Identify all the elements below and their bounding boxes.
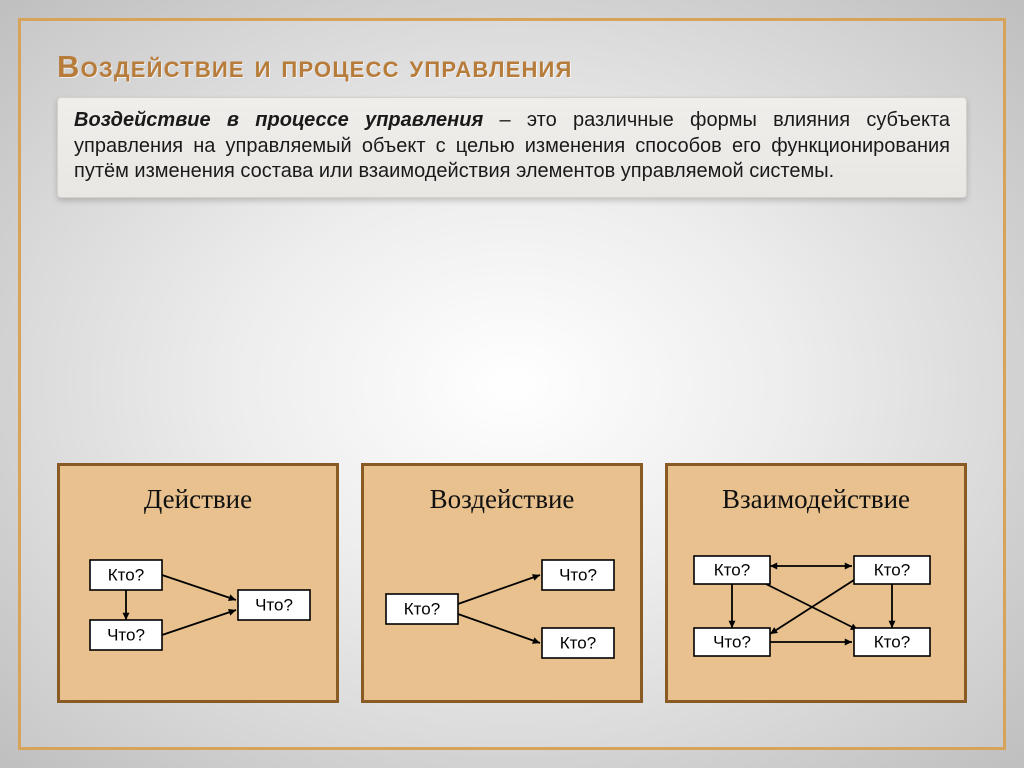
diagram-influence: Кто? Что? Кто? bbox=[372, 531, 632, 692]
svg-text:Кто?: Кто? bbox=[108, 565, 144, 584]
svg-text:Кто?: Кто? bbox=[560, 633, 596, 652]
panel-action: Действие Кто? Что? Что? bbox=[57, 463, 339, 703]
diagram-interaction: Кто? Кто? Что? Кто? bbox=[676, 531, 956, 692]
slide-frame: Воздействие и процесс управления Воздейс… bbox=[18, 18, 1006, 750]
panel-influence: Воздействие Кто? Что? Кто? bbox=[361, 463, 643, 703]
panel-interaction: Взаимодействие Кто? Кто? Что? Кто? bbox=[665, 463, 967, 703]
svg-text:Кто?: Кто? bbox=[404, 599, 440, 618]
definition-term: Воздействие в процессе управления bbox=[74, 109, 483, 131]
svg-text:Кто?: Кто? bbox=[874, 632, 910, 651]
svg-text:Кто?: Кто? bbox=[714, 560, 750, 579]
panel-title-action: Действие bbox=[144, 484, 252, 515]
panel-title-influence: Воздействие bbox=[430, 484, 575, 515]
diagram-action: Кто? Что? Что? bbox=[68, 531, 328, 692]
svg-text:Что?: Что? bbox=[107, 625, 145, 644]
page-title: Воздействие и процесс управления bbox=[57, 49, 967, 85]
svg-text:Что?: Что? bbox=[559, 565, 597, 584]
svg-text:Кто?: Кто? bbox=[874, 560, 910, 579]
svg-text:Что?: Что? bbox=[713, 632, 751, 651]
definition-box: Воздействие в процессе управления – это … bbox=[57, 97, 967, 198]
svg-text:Что?: Что? bbox=[255, 595, 293, 614]
panel-title-interaction: Взаимодействие bbox=[722, 484, 910, 515]
panels-row: ДействиеКто?Что?Что?ВоздействиеКто?Что?К… bbox=[57, 463, 967, 703]
